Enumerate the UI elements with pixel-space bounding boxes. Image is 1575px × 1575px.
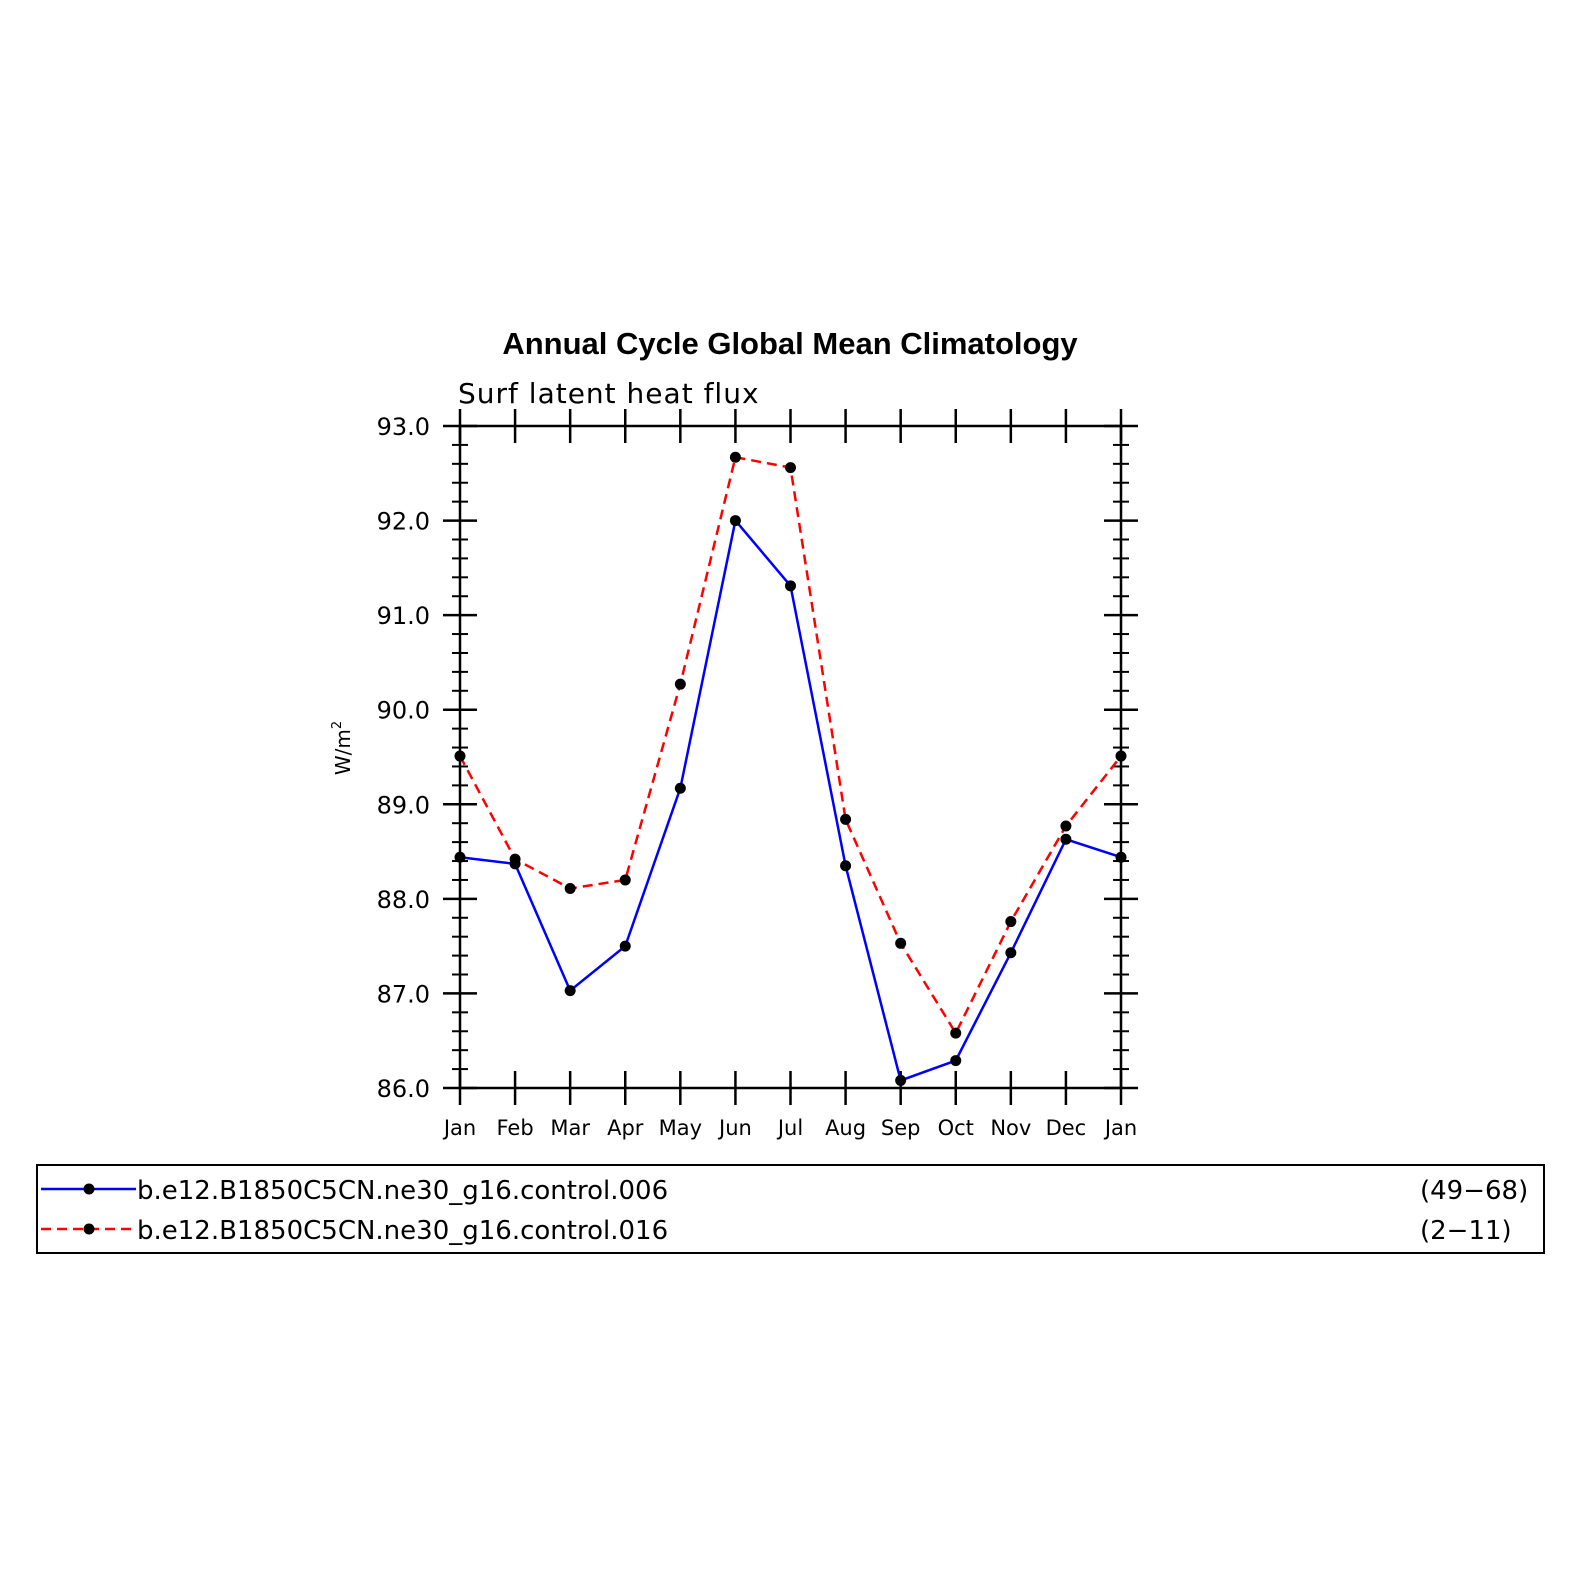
x-tick-label: Feb bbox=[496, 1116, 533, 1140]
series-1-point bbox=[454, 851, 466, 863]
series-2-point bbox=[509, 853, 521, 865]
series-1-point bbox=[895, 1074, 907, 1086]
series-2-point bbox=[1005, 916, 1017, 928]
series-2-point bbox=[1115, 750, 1127, 762]
y-axis-label-group: W/m2 bbox=[330, 721, 355, 775]
series-2-point bbox=[950, 1027, 962, 1039]
series-1-point bbox=[729, 515, 741, 527]
chart-title: Annual Cycle Global Mean Climatology bbox=[502, 326, 1078, 361]
y-tick-label: 93.0 bbox=[377, 413, 430, 441]
series-1-point bbox=[619, 940, 631, 952]
series-1-point bbox=[564, 985, 576, 997]
x-tick-label: Jan bbox=[1103, 1116, 1137, 1140]
legend-years-1: (49−68) bbox=[1420, 1176, 1528, 1206]
series-1-point bbox=[785, 580, 796, 592]
x-tick-label: Sep bbox=[881, 1116, 921, 1140]
series-points bbox=[454, 451, 1127, 1086]
series-1-point bbox=[1005, 947, 1017, 959]
legend: b.e12.B1850C5CN.ne30_g16.control.006 (49−… bbox=[41, 1176, 1528, 1246]
y-tick-label: 90.0 bbox=[377, 697, 430, 725]
x-tick-label: Oct bbox=[938, 1116, 974, 1140]
y-tick-label: 87.0 bbox=[377, 980, 430, 1008]
series-2-point bbox=[840, 813, 852, 825]
y-tick-label: 91.0 bbox=[377, 602, 430, 630]
series-lines bbox=[458, 455, 1122, 1083]
series-2-point bbox=[785, 462, 796, 474]
x-tick-label: Dec bbox=[1046, 1116, 1087, 1140]
series-1-point bbox=[1115, 851, 1127, 863]
y-tick-label: 92.0 bbox=[377, 508, 430, 536]
y-axis-label-exponent: 2 bbox=[330, 721, 345, 729]
series-1-point bbox=[840, 860, 852, 872]
series-2-point bbox=[674, 678, 686, 690]
legend-label-2: b.e12.B1850C5CN.ne30_g16.control.016 bbox=[137, 1216, 668, 1246]
x-tick-label: Mar bbox=[550, 1116, 590, 1140]
series-1-point bbox=[674, 782, 686, 794]
legend-marker-2 bbox=[83, 1223, 95, 1235]
axis-ticks bbox=[443, 409, 1138, 1105]
series-line-1 bbox=[459, 517, 1122, 1083]
y-tick-labels: 86.0 87.0 88.0 89.0 90.0 91.0 92.0 93.0 bbox=[377, 413, 430, 1103]
x-tick-label: Jun bbox=[717, 1116, 752, 1140]
legend-label-1: b.e12.B1850C5CN.ne30_g16.control.006 bbox=[137, 1176, 668, 1206]
series-2-point bbox=[564, 882, 576, 894]
series-1-point bbox=[950, 1055, 962, 1067]
y-axis-label-unit: W/m bbox=[331, 729, 355, 775]
legend-box bbox=[36, 1164, 1545, 1254]
x-tick-label: May bbox=[659, 1116, 702, 1140]
chart-subtitle: Surf latent heat flux bbox=[458, 377, 760, 410]
series-2-point bbox=[729, 451, 741, 463]
plot-frame bbox=[458, 424, 1123, 1090]
series-2-point bbox=[1060, 820, 1072, 832]
x-tick-label: Apr bbox=[607, 1116, 644, 1140]
series-line-2 bbox=[458, 455, 1122, 1036]
y-tick-label: 88.0 bbox=[377, 886, 430, 914]
series-2-point bbox=[895, 937, 907, 949]
y-tick-label: 86.0 bbox=[377, 1075, 430, 1103]
y-tick-label: 89.0 bbox=[377, 791, 430, 819]
x-tick-labels: Jan Feb Mar Apr May Jun Jul Aug Sep Oct Nov Dec Jan bbox=[442, 1116, 1137, 1140]
series-2-point bbox=[454, 750, 466, 762]
series-1-point bbox=[1060, 833, 1072, 845]
x-tick-label: Aug bbox=[825, 1116, 866, 1140]
legend-marker-1 bbox=[83, 1183, 95, 1195]
x-tick-label: Nov bbox=[990, 1116, 1031, 1140]
x-tick-label: Jul bbox=[776, 1116, 803, 1140]
legend-years-2: (2−11) bbox=[1420, 1216, 1512, 1246]
x-tick-label: Jan bbox=[442, 1116, 476, 1140]
series-2-point bbox=[619, 874, 631, 886]
y-axis-label: W/m2 bbox=[330, 721, 355, 775]
